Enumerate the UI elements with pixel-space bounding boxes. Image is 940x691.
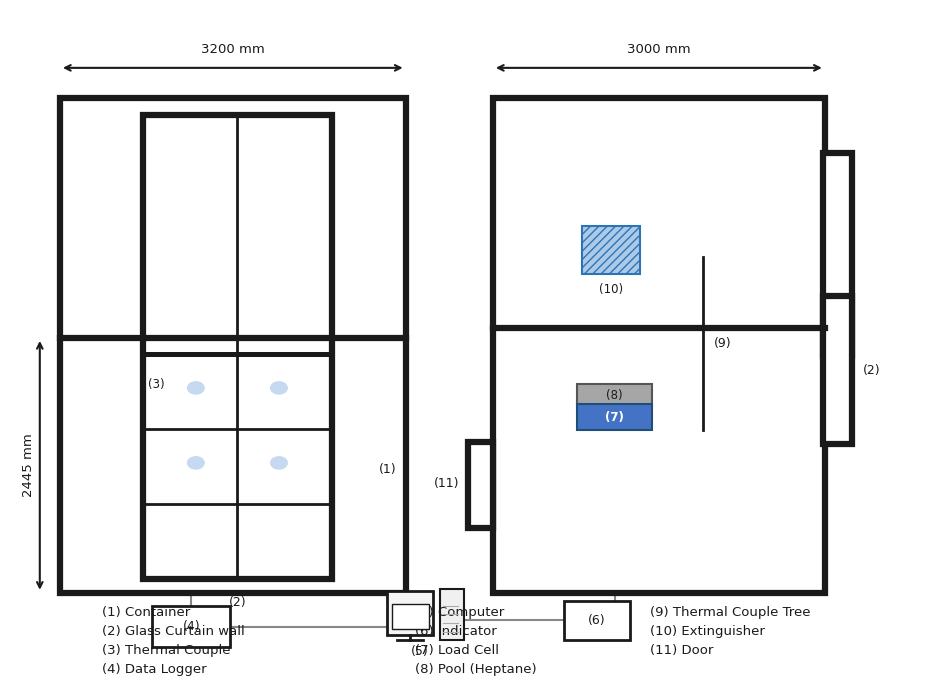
Text: (2): (2) [863, 363, 881, 377]
Text: (5) Computer: (5) Computer [415, 606, 504, 619]
Bar [822, 296, 853, 444]
Text: (10) Extinguisher: (10) Extinguisher [650, 625, 764, 638]
Text: (2): (2) [228, 596, 246, 609]
Text: 2445 mm: 2445 mm [23, 433, 35, 498]
Bar [440, 589, 463, 640]
Circle shape [271, 457, 288, 469]
Text: (9): (9) [714, 337, 731, 350]
Circle shape [188, 457, 204, 469]
Bar [822, 153, 853, 356]
Text: (3) Thermal Couple: (3) Thermal Couple [102, 644, 230, 657]
Text: (4) Data Logger: (4) Data Logger [102, 663, 206, 676]
Text: (11): (11) [433, 477, 459, 491]
Text: 3200 mm: 3200 mm [201, 43, 265, 56]
Circle shape [271, 382, 288, 394]
Text: (6): (6) [588, 614, 606, 627]
Text: (11) Door: (11) Door [650, 644, 713, 657]
Bar [494, 98, 824, 593]
Text: (9) Thermal Couple Tree: (9) Thermal Couple Tree [650, 606, 810, 619]
Bar [577, 404, 652, 430]
Text: (5): (5) [411, 645, 429, 658]
Text: (6) Indicator: (6) Indicator [415, 625, 496, 638]
Bar [583, 226, 639, 274]
Bar [577, 384, 652, 406]
Text: (7): (7) [605, 410, 624, 424]
Bar [387, 591, 433, 634]
Bar [60, 98, 405, 593]
Text: 3000 mm: 3000 mm [627, 43, 691, 56]
Bar [564, 600, 631, 640]
Text: (8) Pool (Heptane): (8) Pool (Heptane) [415, 663, 537, 676]
Bar [468, 442, 494, 529]
Text: (10): (10) [599, 283, 623, 296]
Text: (8): (8) [606, 389, 623, 401]
Text: (1) Container: (1) Container [102, 606, 190, 619]
Text: (2) Glass Curtain wall: (2) Glass Curtain wall [102, 625, 244, 638]
Bar [152, 606, 230, 647]
Circle shape [188, 382, 204, 394]
Text: (3): (3) [148, 378, 164, 391]
Text: (1): (1) [379, 462, 397, 475]
Bar [143, 115, 332, 579]
Bar [392, 604, 429, 630]
Text: (7) Load Cell: (7) Load Cell [415, 644, 499, 657]
Text: (4): (4) [182, 620, 200, 633]
